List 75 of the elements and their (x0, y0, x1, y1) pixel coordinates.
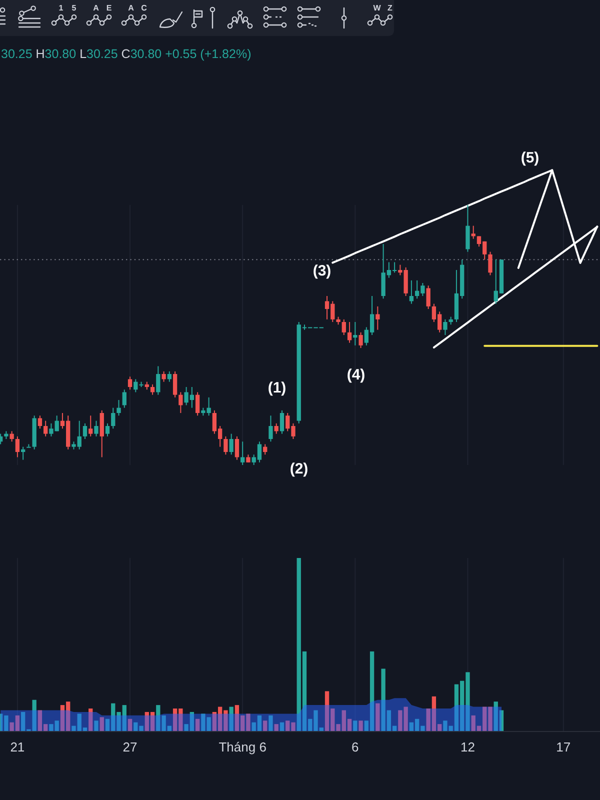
annotation: (4) (346, 366, 366, 384)
x-tick-label: 21 (10, 740, 25, 754)
chart-subtitle: 30.25 H30.80 L30.25 C30.80 +0.55 (+1.82%) (1, 47, 252, 61)
candlestick (162, 370, 166, 382)
candlestick (471, 225, 476, 240)
text: A (128, 4, 134, 12)
candlestick (116, 400, 121, 416)
bar (274, 724, 278, 731)
candlestick (342, 318, 346, 336)
bar (280, 722, 284, 731)
candlestick (172, 370, 178, 398)
candlestick (280, 410, 284, 434)
x-tick-label: Tháng 6 (218, 740, 266, 754)
bar (376, 703, 380, 731)
candlestick (122, 389, 126, 408)
candlestick (234, 436, 240, 460)
candlestick (409, 280, 414, 304)
bar (358, 720, 363, 731)
candlestick (224, 436, 228, 456)
candlestick (111, 407, 116, 430)
text: E (106, 4, 112, 12)
candlestick (353, 322, 358, 346)
candlestick (94, 420, 98, 437)
x-tick-label: 12 (460, 740, 475, 754)
candlestick (10, 430, 14, 442)
candlestick (167, 370, 172, 382)
candlestick (178, 392, 183, 414)
bar (94, 720, 98, 731)
candlestick (376, 306, 380, 330)
candlestick (488, 251, 492, 276)
candlestick (26, 444, 31, 448)
bar (229, 706, 234, 731)
candlestick (150, 384, 155, 396)
candlestick (82, 422, 88, 440)
candlestick (88, 415, 93, 437)
text: C (141, 4, 148, 12)
candlestick (426, 285, 430, 310)
candlestick (268, 415, 273, 442)
candlestick (156, 366, 160, 396)
annotation: (2) (290, 460, 308, 478)
candlestick (274, 422, 278, 434)
candlestick (100, 410, 104, 458)
bar (128, 718, 132, 731)
candlestick (195, 392, 200, 416)
text: Z (388, 4, 393, 12)
text: W (373, 4, 382, 12)
bar (4, 715, 8, 731)
x-tick-label: 17 (556, 740, 571, 754)
x-tick-label: 27 (122, 740, 138, 754)
candlestick (240, 441, 245, 466)
candlestick (38, 415, 42, 430)
text: 1 (58, 4, 64, 12)
candlestick (229, 433, 234, 456)
annotation: (3) (312, 262, 332, 280)
candlestick (466, 204, 470, 252)
candlestick (358, 332, 363, 348)
text: 5 (72, 4, 77, 12)
bar (263, 720, 268, 731)
text: (5) (520, 150, 540, 166)
candlestick (15, 436, 20, 458)
text: A (93, 4, 100, 12)
candlestick (443, 318, 448, 336)
candlestick (20, 446, 26, 460)
bar (100, 717, 104, 731)
candlestick (128, 376, 132, 390)
annotation: (1) (268, 380, 286, 396)
bar (268, 715, 273, 731)
candlestick (105, 422, 110, 437)
candlestick (263, 444, 268, 456)
x-tick-label: 6 (352, 740, 359, 754)
candlestick (44, 420, 48, 437)
candlestick (347, 322, 352, 344)
bar (353, 720, 358, 731)
bar (88, 708, 93, 731)
bar (195, 718, 200, 731)
